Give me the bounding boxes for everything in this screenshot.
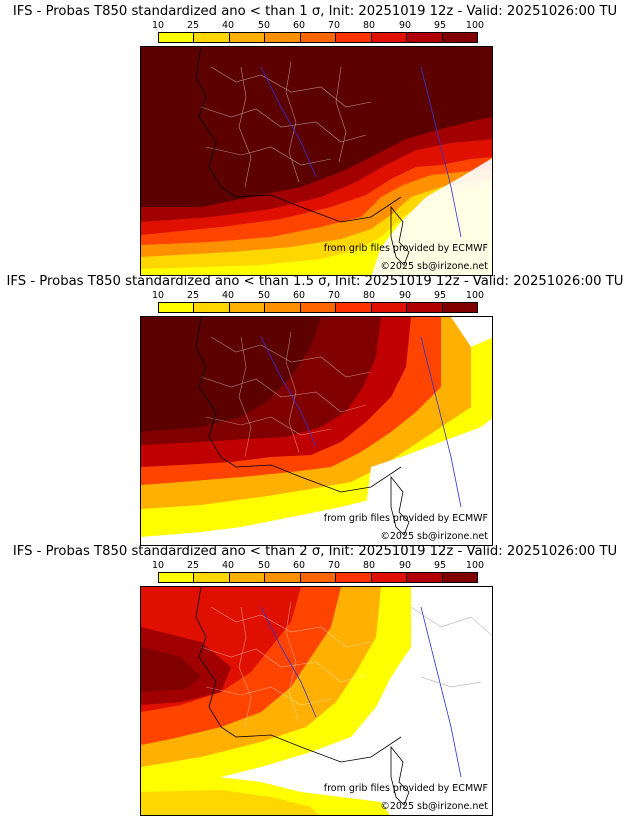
colorbar-label: 80 (362, 20, 376, 31)
colorbar-swatch (407, 573, 443, 582)
colorbar-label: 40 (221, 290, 235, 301)
colorbar (158, 32, 478, 43)
colorbar-swatch (159, 303, 195, 312)
colorbar-label: 100 (465, 560, 485, 571)
field-25-south (141, 790, 319, 815)
credit-site: ©2025 sb@irizone.net (380, 531, 488, 542)
colorbar-swatch (407, 33, 443, 42)
credit-site: ©2025 sb@irizone.net (380, 261, 488, 272)
colorbar-label: 95 (433, 290, 447, 301)
colorbar-swatch (194, 573, 230, 582)
colorbar-swatch (265, 33, 301, 42)
colorbar-label: 10 (151, 290, 165, 301)
colorbar-label: 80 (362, 560, 376, 571)
credit-source: from grib files provided by ECMWF (323, 243, 488, 254)
colorbar-label: 70 (327, 20, 341, 31)
colorbar-swatch (336, 33, 372, 42)
colorbar-label: 50 (257, 560, 271, 571)
rivers (260, 606, 462, 778)
colorbar-label: 25 (186, 560, 200, 571)
colorbar-label: 90 (398, 560, 412, 571)
colorbar-swatch (442, 573, 477, 582)
colorbar-label: 10 (151, 560, 165, 571)
colorbar-labels: 10 25 40 50 60 70 80 90 95 100 (140, 560, 490, 571)
probability-map: from grib files provided by ECMWF ©2025 … (140, 46, 493, 276)
colorbar-swatch (407, 303, 443, 312)
colorbar-swatch (265, 573, 301, 582)
panel-title: IFS - Probas T850 standardized ano < tha… (6, 274, 624, 289)
colorbar-swatch (194, 33, 230, 42)
colorbar-label: 80 (362, 290, 376, 301)
credit-site: ©2025 sb@irizone.net (380, 801, 488, 812)
panel-title: IFS - Probas T850 standardized ano < tha… (12, 544, 618, 559)
colorbar-swatch (442, 33, 477, 42)
colorbar-swatch (336, 303, 372, 312)
colorbar-label: 25 (186, 290, 200, 301)
colorbar-swatch (336, 573, 372, 582)
colorbar (158, 572, 478, 583)
field-se-clear (361, 418, 492, 545)
colorbar-label: 50 (257, 20, 271, 31)
colorbar-labels: 10 25 40 50 60 70 80 90 95 100 (140, 290, 490, 301)
colorbar-swatch (371, 573, 408, 582)
panel-title: IFS - Probas T850 standardized ano < tha… (12, 4, 618, 19)
colorbar-label: 50 (257, 290, 271, 301)
colorbar-swatch (159, 33, 195, 42)
colorbar-label: 10 (151, 20, 165, 31)
admin-boundaries (200, 331, 372, 458)
colorbar-swatch (194, 303, 230, 312)
colorbar-label: 70 (327, 290, 341, 301)
map-panel-2: IFS - Probas T850 standardized ano < tha… (0, 270, 630, 546)
colorbar-swatch (371, 303, 408, 312)
admin-boundaries (200, 61, 372, 188)
colorbar-label: 25 (186, 20, 200, 31)
colorbar-swatch (300, 303, 337, 312)
colorbar-swatch (442, 303, 477, 312)
colorbar-label: 90 (398, 290, 412, 301)
colorbar-swatch (229, 573, 266, 582)
colorbar-label: 90 (398, 20, 412, 31)
field-95 (141, 647, 201, 692)
colorbar-label: 40 (221, 560, 235, 571)
colorbar-label: 40 (221, 20, 235, 31)
colorbar-label: 100 (465, 290, 485, 301)
credit-source: from grib files provided by ECMWF (323, 783, 488, 794)
colorbar-label: 95 (433, 20, 447, 31)
field-below-10 (371, 158, 492, 275)
colorbar-swatch (159, 573, 195, 582)
colorbar-label: 60 (292, 290, 306, 301)
admin-boundaries (200, 601, 372, 728)
credit-source: from grib files provided by ECMWF (323, 513, 488, 524)
colorbar-label: 60 (292, 560, 306, 571)
field-ne-clear (451, 317, 492, 347)
borders-grey (410, 606, 492, 688)
rivers (260, 66, 462, 238)
coastlines (195, 47, 410, 266)
colorbar-label: 95 (433, 560, 447, 571)
rivers (260, 336, 462, 508)
coastlines (195, 587, 410, 806)
colorbar-swatch (229, 303, 266, 312)
colorbar-label: 60 (292, 20, 306, 31)
colorbar-labels: 10 25 40 50 60 70 80 90 95 100 (140, 20, 490, 31)
map-panel-1: IFS - Probas T850 standardized ano < tha… (0, 0, 630, 276)
colorbar-swatch (371, 33, 408, 42)
colorbar-label: 100 (465, 20, 485, 31)
map-graphic (141, 47, 492, 275)
probability-map: from grib files provided by ECMWF ©2025 … (140, 586, 493, 816)
colorbar (158, 302, 478, 313)
probability-map: from grib files provided by ECMWF ©2025 … (140, 316, 493, 546)
coastlines (195, 317, 410, 536)
map-graphic (141, 317, 492, 545)
colorbar-swatch (300, 33, 337, 42)
map-panel-3: IFS - Probas T850 standardized ano < tha… (0, 540, 630, 816)
colorbar-swatch (229, 33, 266, 42)
map-graphic (141, 587, 492, 815)
field-100 (141, 317, 321, 432)
colorbar-swatch (265, 303, 301, 312)
colorbar-label: 70 (327, 560, 341, 571)
colorbar-swatch (300, 573, 337, 582)
